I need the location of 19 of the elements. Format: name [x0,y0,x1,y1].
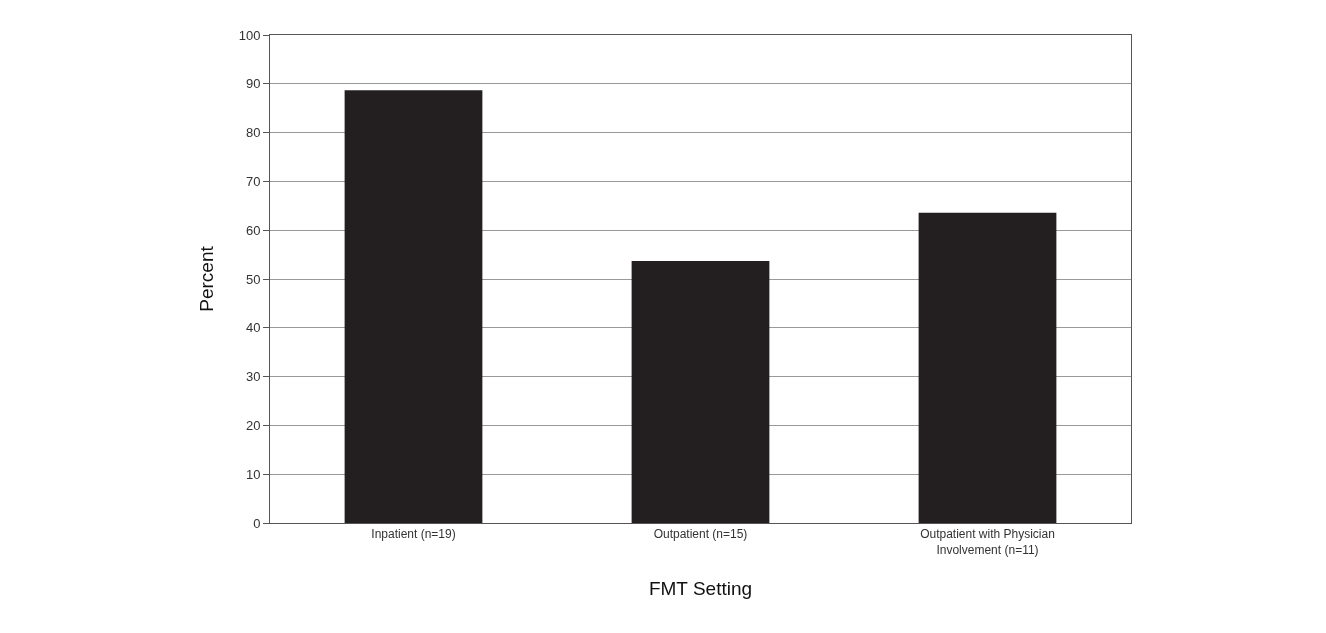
y-tick-label: 0 [253,515,261,531]
y-tick-label: 10 [245,466,261,482]
x-tick-label: Inpatient (n=19) [371,527,456,542]
y-tick-label: 70 [245,173,261,189]
y-tick-label: 60 [245,222,261,238]
x-axis-title: FMT Setting [648,577,753,599]
y-tick-label: 100 [238,27,261,43]
y-tick-label: 30 [245,369,261,385]
bar [344,90,483,523]
y-tick-label: 50 [245,271,261,287]
x-tick-label: Outpatient (n=15) [653,527,748,542]
y-axis-title: Percent [195,245,217,312]
y-tick-label: 80 [245,125,261,141]
x-tick-label: Outpatient with Physician Involvement (n=11) [920,527,1055,557]
y-tick-label: 40 [245,320,261,336]
bar [918,212,1057,523]
bar [631,260,770,523]
y-tick-label: 20 [245,417,261,433]
y-tick-label: 90 [245,76,261,92]
